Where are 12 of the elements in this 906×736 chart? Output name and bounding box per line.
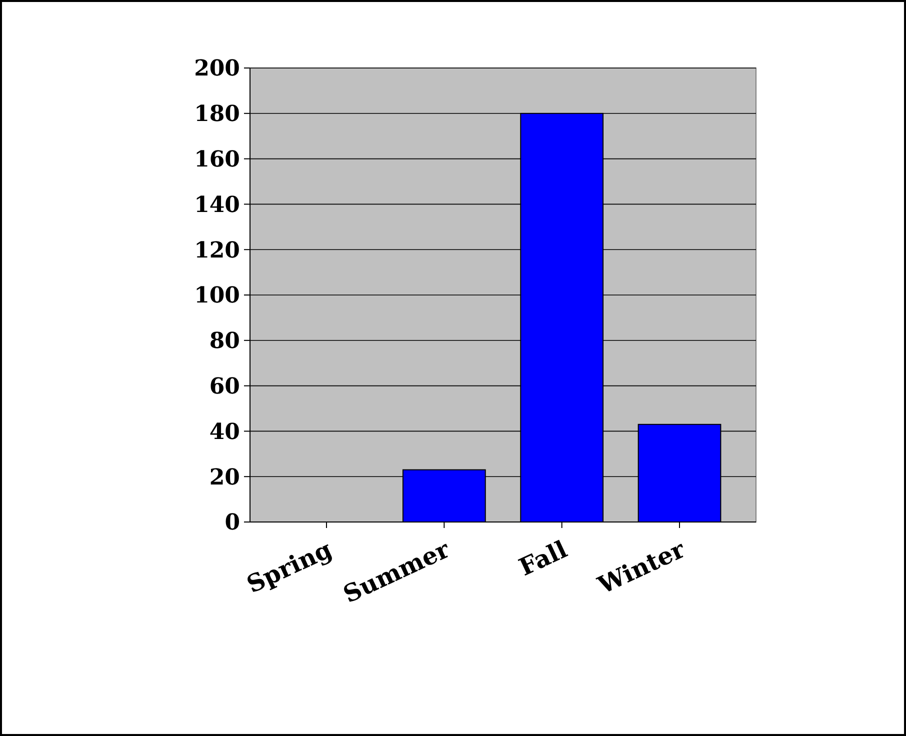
- y-tick-label: 100: [194, 282, 240, 309]
- y-tick-label: 140: [194, 192, 240, 218]
- y-tick-label: 120: [194, 237, 240, 264]
- y-tick-label: 0: [224, 510, 240, 536]
- y-tick-label: 80: [209, 328, 240, 354]
- y-tick-label: 20: [209, 464, 240, 490]
- y-tick-label: 60: [209, 374, 240, 400]
- y-tick-label: 40: [209, 418, 240, 445]
- x-tick-label: Fall: [514, 534, 572, 582]
- y-tick-label: 180: [194, 101, 240, 128]
- y-tick-label: 160: [194, 146, 240, 172]
- y-tick-label: 200: [194, 56, 240, 82]
